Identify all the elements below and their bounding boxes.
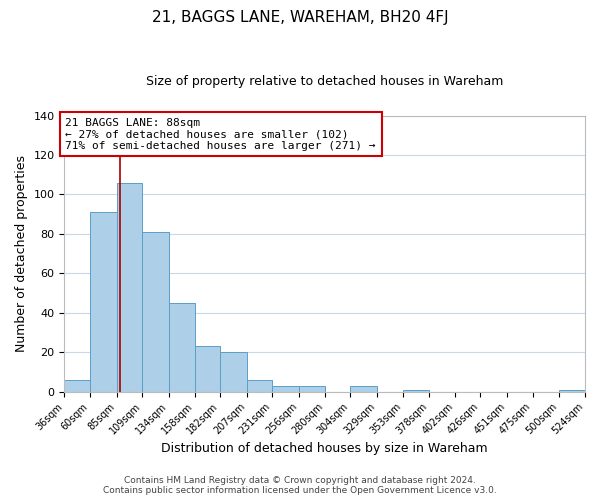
Bar	[299, 386, 325, 392]
Bar	[220, 352, 247, 392]
Text: 21 BAGGS LANE: 88sqm
← 27% of detached houses are smaller (102)
71% of semi-deta: 21 BAGGS LANE: 88sqm ← 27% of detached h…	[65, 118, 376, 150]
Bar	[64, 380, 90, 392]
Bar	[116, 182, 142, 392]
Text: 21, BAGGS LANE, WAREHAM, BH20 4FJ: 21, BAGGS LANE, WAREHAM, BH20 4FJ	[152, 10, 448, 25]
Bar	[169, 303, 194, 392]
Bar	[194, 346, 220, 392]
Text: Contains HM Land Registry data © Crown copyright and database right 2024.
Contai: Contains HM Land Registry data © Crown c…	[103, 476, 497, 495]
Bar	[142, 232, 169, 392]
Bar	[350, 386, 377, 392]
Bar	[272, 386, 299, 392]
Bar	[90, 212, 116, 392]
Bar	[559, 390, 585, 392]
Bar	[403, 390, 429, 392]
X-axis label: Distribution of detached houses by size in Wareham: Distribution of detached houses by size …	[161, 442, 488, 455]
Title: Size of property relative to detached houses in Wareham: Size of property relative to detached ho…	[146, 75, 503, 88]
Y-axis label: Number of detached properties: Number of detached properties	[15, 155, 28, 352]
Bar	[247, 380, 272, 392]
